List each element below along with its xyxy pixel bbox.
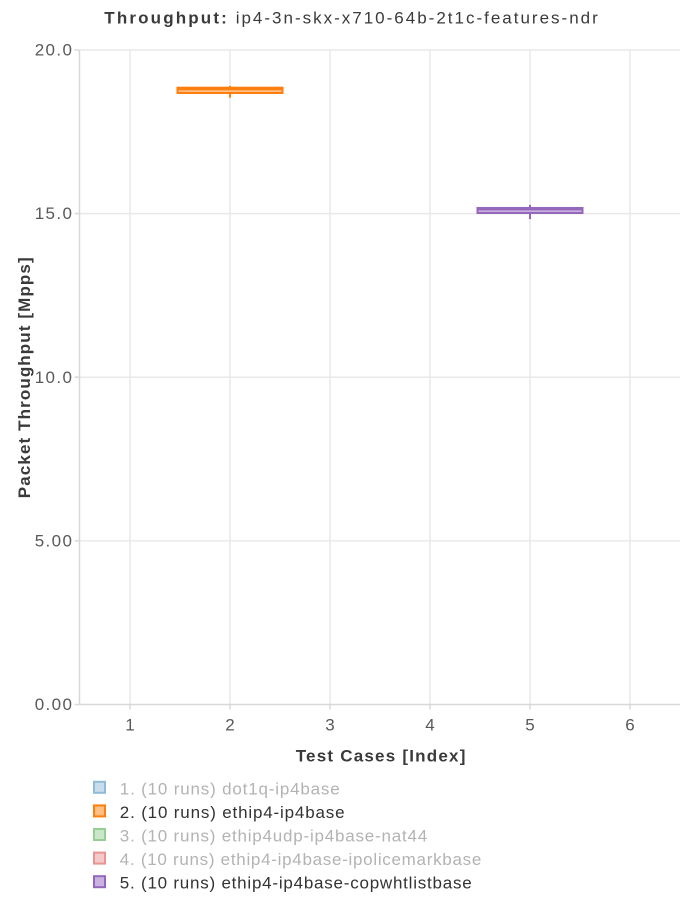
- svg-text:3. (10 runs) ethip4udp-ip4base: 3. (10 runs) ethip4udp-ip4base-nat44: [120, 827, 428, 846]
- svg-text:3: 3: [325, 715, 334, 734]
- svg-text:5: 5: [525, 715, 534, 734]
- svg-text:2: 2: [225, 715, 234, 734]
- svg-text:20.0: 20.0: [35, 41, 74, 60]
- svg-text:10.0: 10.0: [35, 368, 74, 387]
- svg-text:5. (10 runs) ethip4-ip4base-co: 5. (10 runs) ethip4-ip4base-copwhtlistba…: [120, 874, 473, 893]
- svg-text:2. (10 runs) ethip4-ip4base: 2. (10 runs) ethip4-ip4base: [120, 803, 346, 822]
- svg-text:Test Cases [Index]: Test Cases [Index]: [296, 746, 467, 765]
- svg-text:1. (10 runs) dot1q-ip4base: 1. (10 runs) dot1q-ip4base: [120, 779, 341, 798]
- svg-text:Throughput: ip4-3n-skx-x710-64: Throughput: ip4-3n-skx-x710-64b-2t1c-fea…: [104, 9, 599, 28]
- svg-text:Packet Throughput [Mpps]: Packet Throughput [Mpps]: [15, 256, 34, 498]
- svg-text:15.0: 15.0: [35, 204, 74, 223]
- svg-text:1: 1: [125, 715, 134, 734]
- svg-text:0.00: 0.00: [35, 695, 74, 714]
- svg-text:4. (10 runs) ethip4-ip4base-ip: 4. (10 runs) ethip4-ip4base-ipolicemarkb…: [120, 850, 482, 869]
- svg-text:4: 4: [425, 715, 434, 734]
- svg-text:6: 6: [625, 715, 634, 734]
- svg-text:5.00: 5.00: [35, 532, 74, 551]
